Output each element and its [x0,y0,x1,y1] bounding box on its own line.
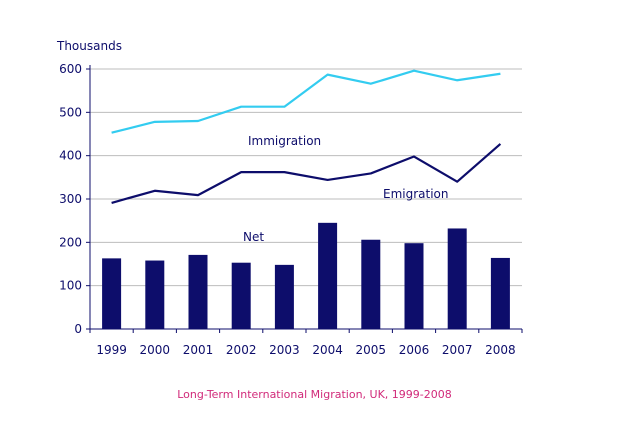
bar-net-2004 [318,222,338,329]
y-tick-label-0: 0 [74,322,82,336]
chart-caption: Long-Term International Migration, UK, 1… [177,388,452,401]
x-tick-label-2000: 2000 [140,343,171,357]
bar-net-2005 [361,239,381,329]
x-tick-label-2004: 2004 [312,343,343,357]
tick-labels: 0 100 200 300 400 500 600 1999 2000 2001 2002 2003 2… [59,62,516,357]
series-lines [111,69,502,204]
x-tick-label-1999: 1999 [96,343,127,357]
bar-net-2008 [490,257,510,329]
x-tick-label-2006: 2006 [399,343,430,357]
bar-net-2001 [188,254,208,329]
y-tick-label-300: 300 [59,192,82,206]
line-emigration [111,143,502,204]
x-tick-label-2007: 2007 [442,343,473,357]
bar-net-2002 [231,262,251,329]
x-tick-label-2008: 2008 [485,343,516,357]
y-axis-label: Thousands [56,39,122,53]
x-tick-label-2003: 2003 [269,343,300,357]
x-tick-label-2005: 2005 [356,343,387,357]
bar-net-2007 [447,228,467,329]
x-tick-label-2002: 2002 [226,343,257,357]
y-tick-label-200: 200 [59,235,82,249]
series-label-immigration: Immigration [248,134,321,148]
x-tick-label-2001: 2001 [183,343,214,357]
y-tick-label-500: 500 [59,105,82,119]
bar-net-2006 [404,243,424,329]
bar-net-1999 [102,258,122,329]
net-bars [102,222,510,329]
bar-net-2000 [145,260,165,329]
axes [86,65,523,333]
y-tick-label-100: 100 [59,279,82,293]
y-tick-label-600: 600 [59,62,82,76]
series-labels: Net Immigration Emigration [243,134,449,244]
y-tick-label-400: 400 [59,149,82,163]
line-immigration [111,69,501,134]
bar-net-2003 [274,264,294,329]
series-label-emigration: Emigration [383,187,449,201]
series-label-net: Net [243,230,264,244]
